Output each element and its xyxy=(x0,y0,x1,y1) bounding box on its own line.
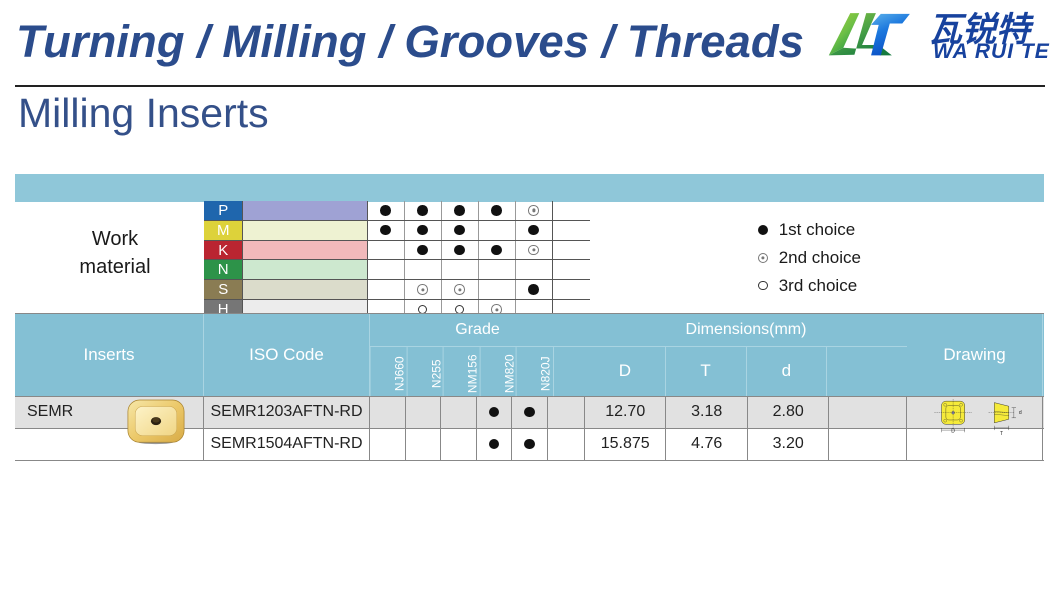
svg-text:d: d xyxy=(1019,411,1022,417)
